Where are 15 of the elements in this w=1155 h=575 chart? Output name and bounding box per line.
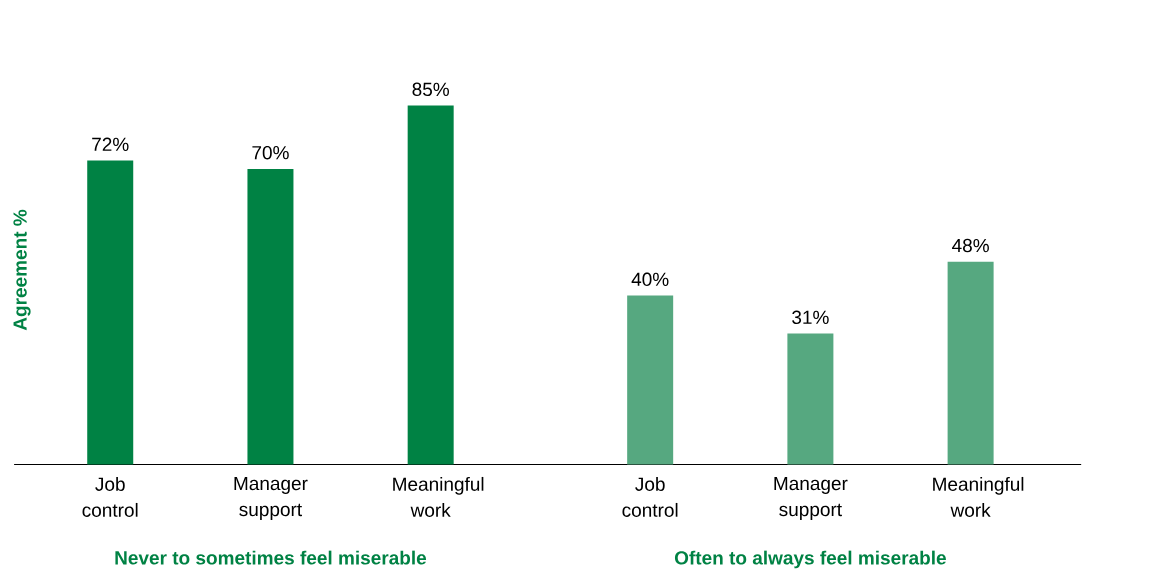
text: Never to sometimes feel miserable	[115, 550, 427, 565]
y-axis-title: Agreement %	[13, 209, 31, 331]
data-label: 85%	[412, 82, 449, 97]
data-label: 70%	[252, 146, 289, 160]
data-label: 48%	[952, 238, 989, 253]
x-tick-label: Job control	[82, 477, 138, 518]
x-tick-label: Meaningful work	[933, 477, 1024, 518]
data-label: 40%	[631, 272, 669, 287]
x-tick-label: Manager support	[774, 477, 848, 521]
data-label: 31%	[792, 310, 829, 325]
text: Often to always feel miserable	[674, 550, 946, 569]
x-tick-label: Job control	[622, 477, 678, 518]
x-tick-label: Meaningful work	[393, 477, 484, 518]
x-tick-label: Manager support	[234, 477, 308, 521]
data-label: 72%	[92, 137, 129, 152]
